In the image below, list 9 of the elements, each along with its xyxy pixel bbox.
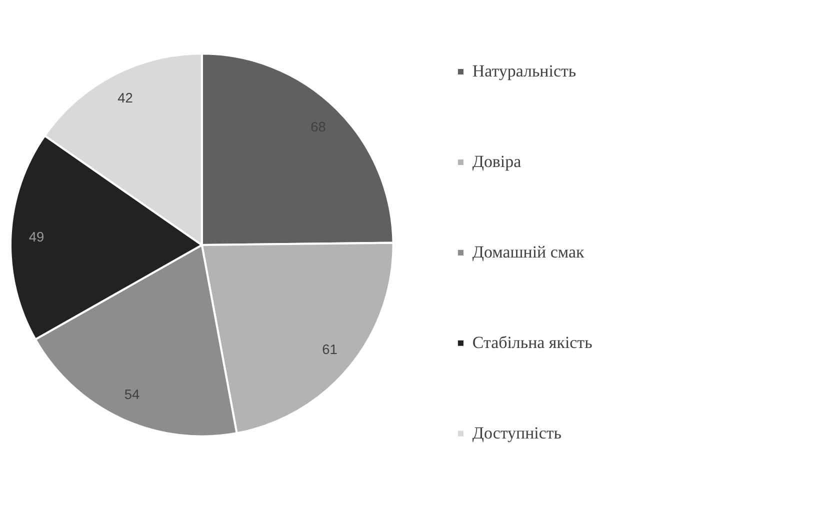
data-label: 61 xyxy=(322,342,338,358)
data-label: 42 xyxy=(118,90,133,106)
data-label: 49 xyxy=(28,229,44,244)
legend-label: Довіра xyxy=(472,152,522,172)
legend-label: Натуральність xyxy=(472,62,576,81)
data-label: 54 xyxy=(124,387,140,402)
legend-label: Домашній смак xyxy=(472,242,585,262)
legend-label: Стабільна якість xyxy=(472,332,593,352)
legend-label: Доступність xyxy=(472,423,562,442)
